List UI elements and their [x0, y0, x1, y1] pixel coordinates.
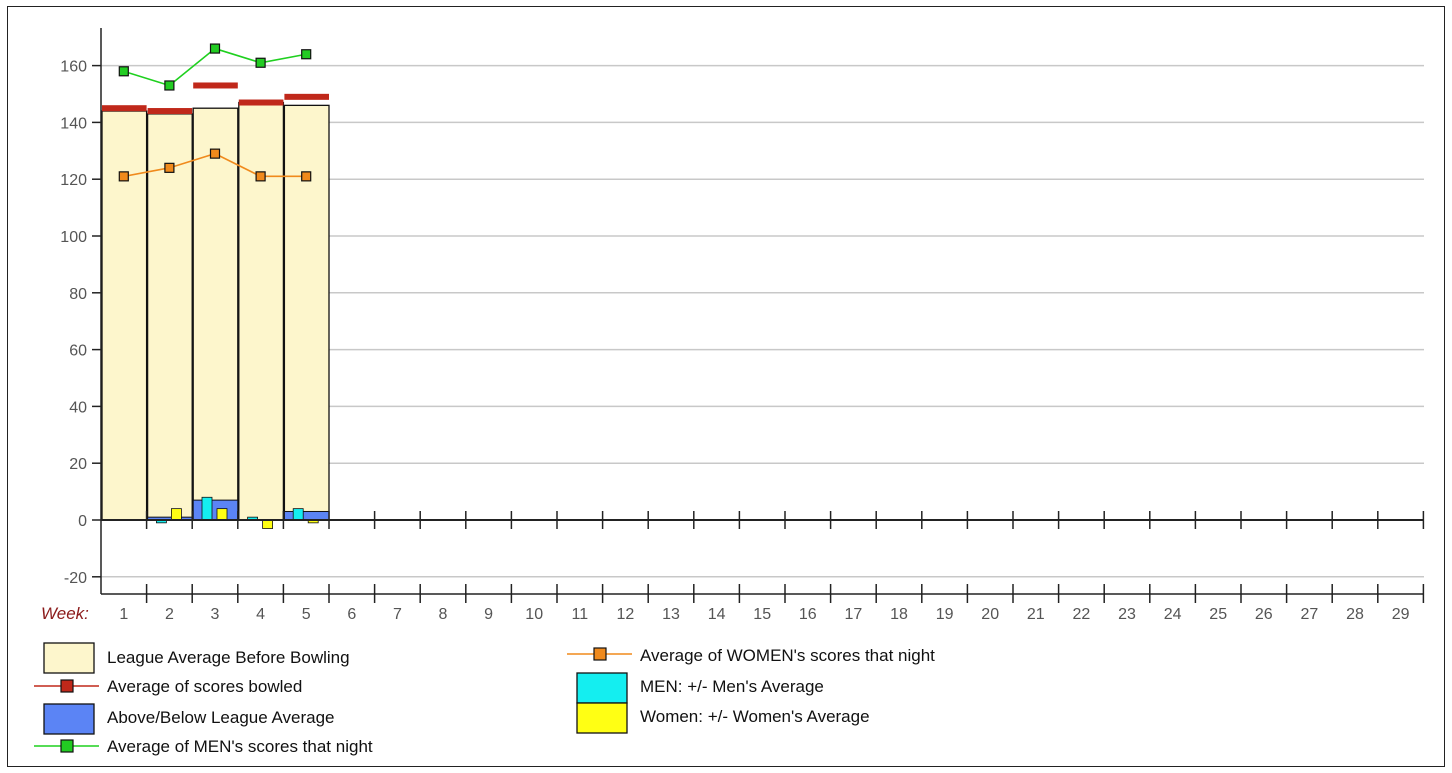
legend-label: Average of WOMEN's scores that night — [640, 646, 935, 665]
x-tick-label: 28 — [1346, 606, 1364, 623]
x-tick-label: 16 — [799, 606, 817, 623]
axes — [100, 28, 1424, 595]
y-tick-label: 120 — [60, 172, 87, 189]
y-tick-label: 140 — [60, 115, 87, 132]
men-average-marker — [164, 80, 175, 91]
legend-label: Women: +/- Women's Average — [640, 707, 870, 726]
x-tick-label: 21 — [1027, 606, 1045, 623]
legend-swatch-marker — [60, 739, 74, 753]
x-tick-label: 9 — [484, 606, 493, 623]
legend-swatch-box — [43, 642, 95, 674]
y-tick-label: 100 — [60, 229, 87, 246]
legend: League Average Before Bowling Average of … — [34, 642, 935, 756]
scores-bowled-dash — [147, 108, 193, 115]
x-tick-label: 3 — [211, 606, 220, 623]
y-tick-label: 80 — [69, 286, 87, 303]
legend-swatch-marker — [60, 679, 74, 693]
x-tick-label: 15 — [753, 606, 771, 623]
men-diff-bar — [292, 508, 304, 521]
above-below-bar — [192, 499, 239, 521]
legend-swatch-box — [576, 702, 628, 734]
x-tick-label: 7 — [393, 606, 402, 623]
x-tick-label: 1 — [119, 606, 128, 623]
x-axis-ticks: Week: 1 2 3 4 5 6 7 8 9 10 11 12 13 14 15 16 17 18 19 20 21 2… — [41, 511, 1425, 623]
x-tick-label: 18 — [890, 606, 908, 623]
y-tick-label: -20 — [64, 570, 87, 587]
y-tick-label: 160 — [60, 59, 87, 76]
legend-label: Above/Below League Average — [107, 708, 334, 727]
x-tick-label: 5 — [302, 606, 311, 623]
legend-label: MEN: +/- Men's Average — [640, 677, 824, 696]
legend-swatch-box — [576, 672, 628, 704]
women-average-marker — [255, 171, 266, 182]
league-average-bar — [283, 104, 330, 521]
x-tick-label: 17 — [845, 606, 863, 623]
x-tick-label: 25 — [1209, 606, 1227, 623]
men-average-marker — [209, 43, 221, 54]
x-tick-label: 14 — [708, 606, 726, 623]
women-average-marker — [164, 162, 175, 173]
league-average-bar — [146, 113, 193, 521]
x-tick-label: 24 — [1164, 606, 1182, 623]
x-tick-label: 6 — [347, 606, 356, 623]
x-tick-label: 12 — [617, 606, 635, 623]
legend-swatch-box — [43, 703, 95, 735]
scores-bowled-dash — [284, 93, 329, 100]
y-tick-label: 60 — [69, 343, 87, 360]
x-tick-label: 13 — [662, 606, 680, 623]
x-tick-label: 8 — [439, 606, 448, 623]
x-tick-label: 10 — [525, 606, 543, 623]
men-diff-bar — [201, 496, 213, 521]
x-tick-label: 20 — [981, 606, 999, 623]
women-diff-bar — [262, 519, 274, 529]
x-axis-prefix: Week: — [41, 604, 89, 623]
x-tick-label: 19 — [936, 606, 954, 623]
legend-label: League Average Before Bowling — [107, 648, 350, 667]
above-below-bar — [283, 510, 330, 521]
y-tick-label: 0 — [78, 513, 87, 530]
y-axis-ticks: -20 0 20 40 60 80 100 120 140 160 — [60, 59, 101, 587]
men-average-marker — [301, 49, 312, 60]
x-tick-label: 27 — [1301, 606, 1319, 623]
women-diff-bar — [170, 508, 182, 521]
y-tick-label: 20 — [69, 456, 87, 473]
legend-label: Average of MEN's scores that night — [107, 737, 373, 756]
scores-bowled-dash — [238, 99, 284, 106]
scores-bowled-dash — [193, 82, 238, 89]
women-average-marker — [209, 148, 221, 159]
x-tick-label: 11 — [571, 606, 588, 623]
x-tick-label: 29 — [1392, 606, 1410, 623]
x-tick-label: 23 — [1118, 606, 1136, 623]
scores-bowled-dash — [102, 105, 147, 112]
legend-label: Average of scores bowled — [107, 677, 302, 696]
women-average-marker — [118, 171, 129, 182]
league-average-bar — [192, 107, 239, 521]
men-average-marker — [255, 57, 266, 68]
men-average-marker — [118, 66, 129, 77]
women-average-marker — [301, 171, 312, 182]
y-tick-label: 40 — [69, 399, 87, 416]
x-tick-label: 26 — [1255, 606, 1273, 623]
series-lines — [118, 43, 312, 182]
x-tick-label: 4 — [256, 606, 265, 623]
x-tick-label: 22 — [1073, 606, 1091, 623]
legend-swatch-marker — [593, 647, 607, 661]
league-average-bar — [238, 101, 285, 521]
men-average-line — [123, 47, 307, 87]
x-tick-label: 2 — [165, 606, 174, 623]
women-diff-bar — [216, 508, 228, 521]
